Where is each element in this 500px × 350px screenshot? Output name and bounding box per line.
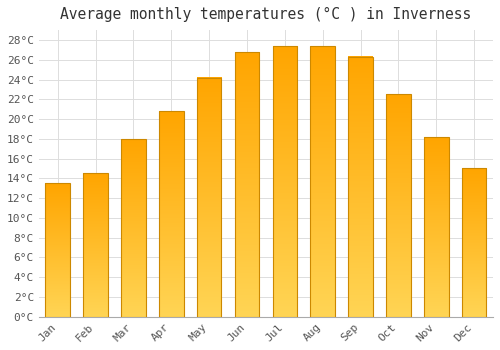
Bar bbox=[310, 46, 335, 317]
Bar bbox=[121, 139, 146, 317]
Bar bbox=[84, 174, 108, 317]
Bar bbox=[46, 183, 70, 317]
Bar bbox=[348, 57, 373, 317]
Title: Average monthly temperatures (°C ) in Inverness: Average monthly temperatures (°C ) in In… bbox=[60, 7, 472, 22]
Bar bbox=[386, 94, 410, 317]
Bar bbox=[197, 78, 222, 317]
Bar bbox=[159, 111, 184, 317]
Bar bbox=[424, 137, 448, 317]
Bar bbox=[462, 168, 486, 317]
Bar bbox=[234, 52, 260, 317]
Bar bbox=[272, 46, 297, 317]
